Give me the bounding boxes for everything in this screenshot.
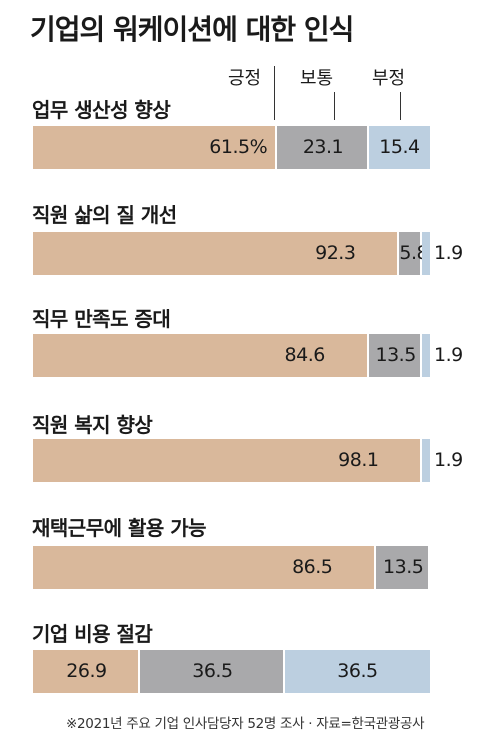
category-label: 업무 생산성 향상 [32,98,171,122]
bar-segment-positive [33,650,138,693]
legend-neutral: 보통 [300,68,334,89]
bar-segment-positive [33,334,367,377]
category-label: 기업 비용 절감 [32,622,153,646]
bar-row: 92.3 5.8 1.9 [33,232,463,275]
data-label-negative: 36.5 [337,660,378,682]
bar-segment-neutral [139,650,283,693]
data-label-positive: 84.6 [284,344,326,366]
data-label-positive: 86.5 [292,556,333,578]
bar-segment-positive [33,126,276,169]
bar-row: 86.5 13.5 [33,546,430,589]
bar-row: 98.1 1.9 [33,439,463,482]
data-label-neutral: 13.5 [383,556,424,578]
category-label: 직무 만족도 증대 [32,307,171,331]
bar-segment-neutral [376,546,428,589]
bar-segment-negative [422,334,430,377]
data-label-positive: 92.3 [315,242,356,264]
data-label-neutral: 13.5 [375,344,417,366]
bar-segment-negative [422,232,430,275]
data-label-neutral: 5.8 [399,242,429,264]
bar-segment-negative [368,126,430,169]
data-label-positive: 61.5% [209,136,268,158]
data-label-neutral: 36.5 [192,660,233,682]
category-label: 직원 복지 향상 [32,413,153,437]
bar-segment-positive [33,439,421,482]
data-label-negative: 1.9 [434,344,463,366]
legend-leader-negative [400,92,401,120]
bar-row: 61.5% 23.1 15.4 [33,126,430,169]
bar-segment-neutral [277,126,367,169]
bar-segment-positive [33,546,375,589]
data-label-negative: 15.4 [379,136,420,158]
chart-title: 기업의 워케이션에 대한 인식 [30,13,354,46]
bar-segment-positive [33,232,398,275]
footnote: ※2021년 주요 기업 인사담당자 52명 조사 · 자료=한국관광공사 [66,716,425,732]
category-label: 직원 삶의 질 개선 [32,203,177,227]
legend-negative: 부정 [372,68,406,89]
legend-positive: 긍정 [228,68,262,89]
data-label-positive: 98.1 [338,449,379,471]
legend-leader-positive [274,66,275,120]
category-label: 재택근무에 활용 가능 [32,516,207,540]
bar-row: 26.9 36.5 36.5 [33,650,430,693]
bar-row: 84.6 13.5 1.9 [33,334,463,377]
bar-segment-negative [284,650,430,693]
legend-leader-neutral [334,92,335,120]
data-label-negative: 1.9 [434,449,463,471]
bar-segment-negative [422,439,430,482]
data-label-positive: 26.9 [66,660,107,682]
data-label-neutral: 23.1 [302,136,344,158]
bar-segment-neutral [399,232,421,275]
bar-segment-neutral [368,334,421,377]
data-label-negative: 1.9 [434,242,463,264]
